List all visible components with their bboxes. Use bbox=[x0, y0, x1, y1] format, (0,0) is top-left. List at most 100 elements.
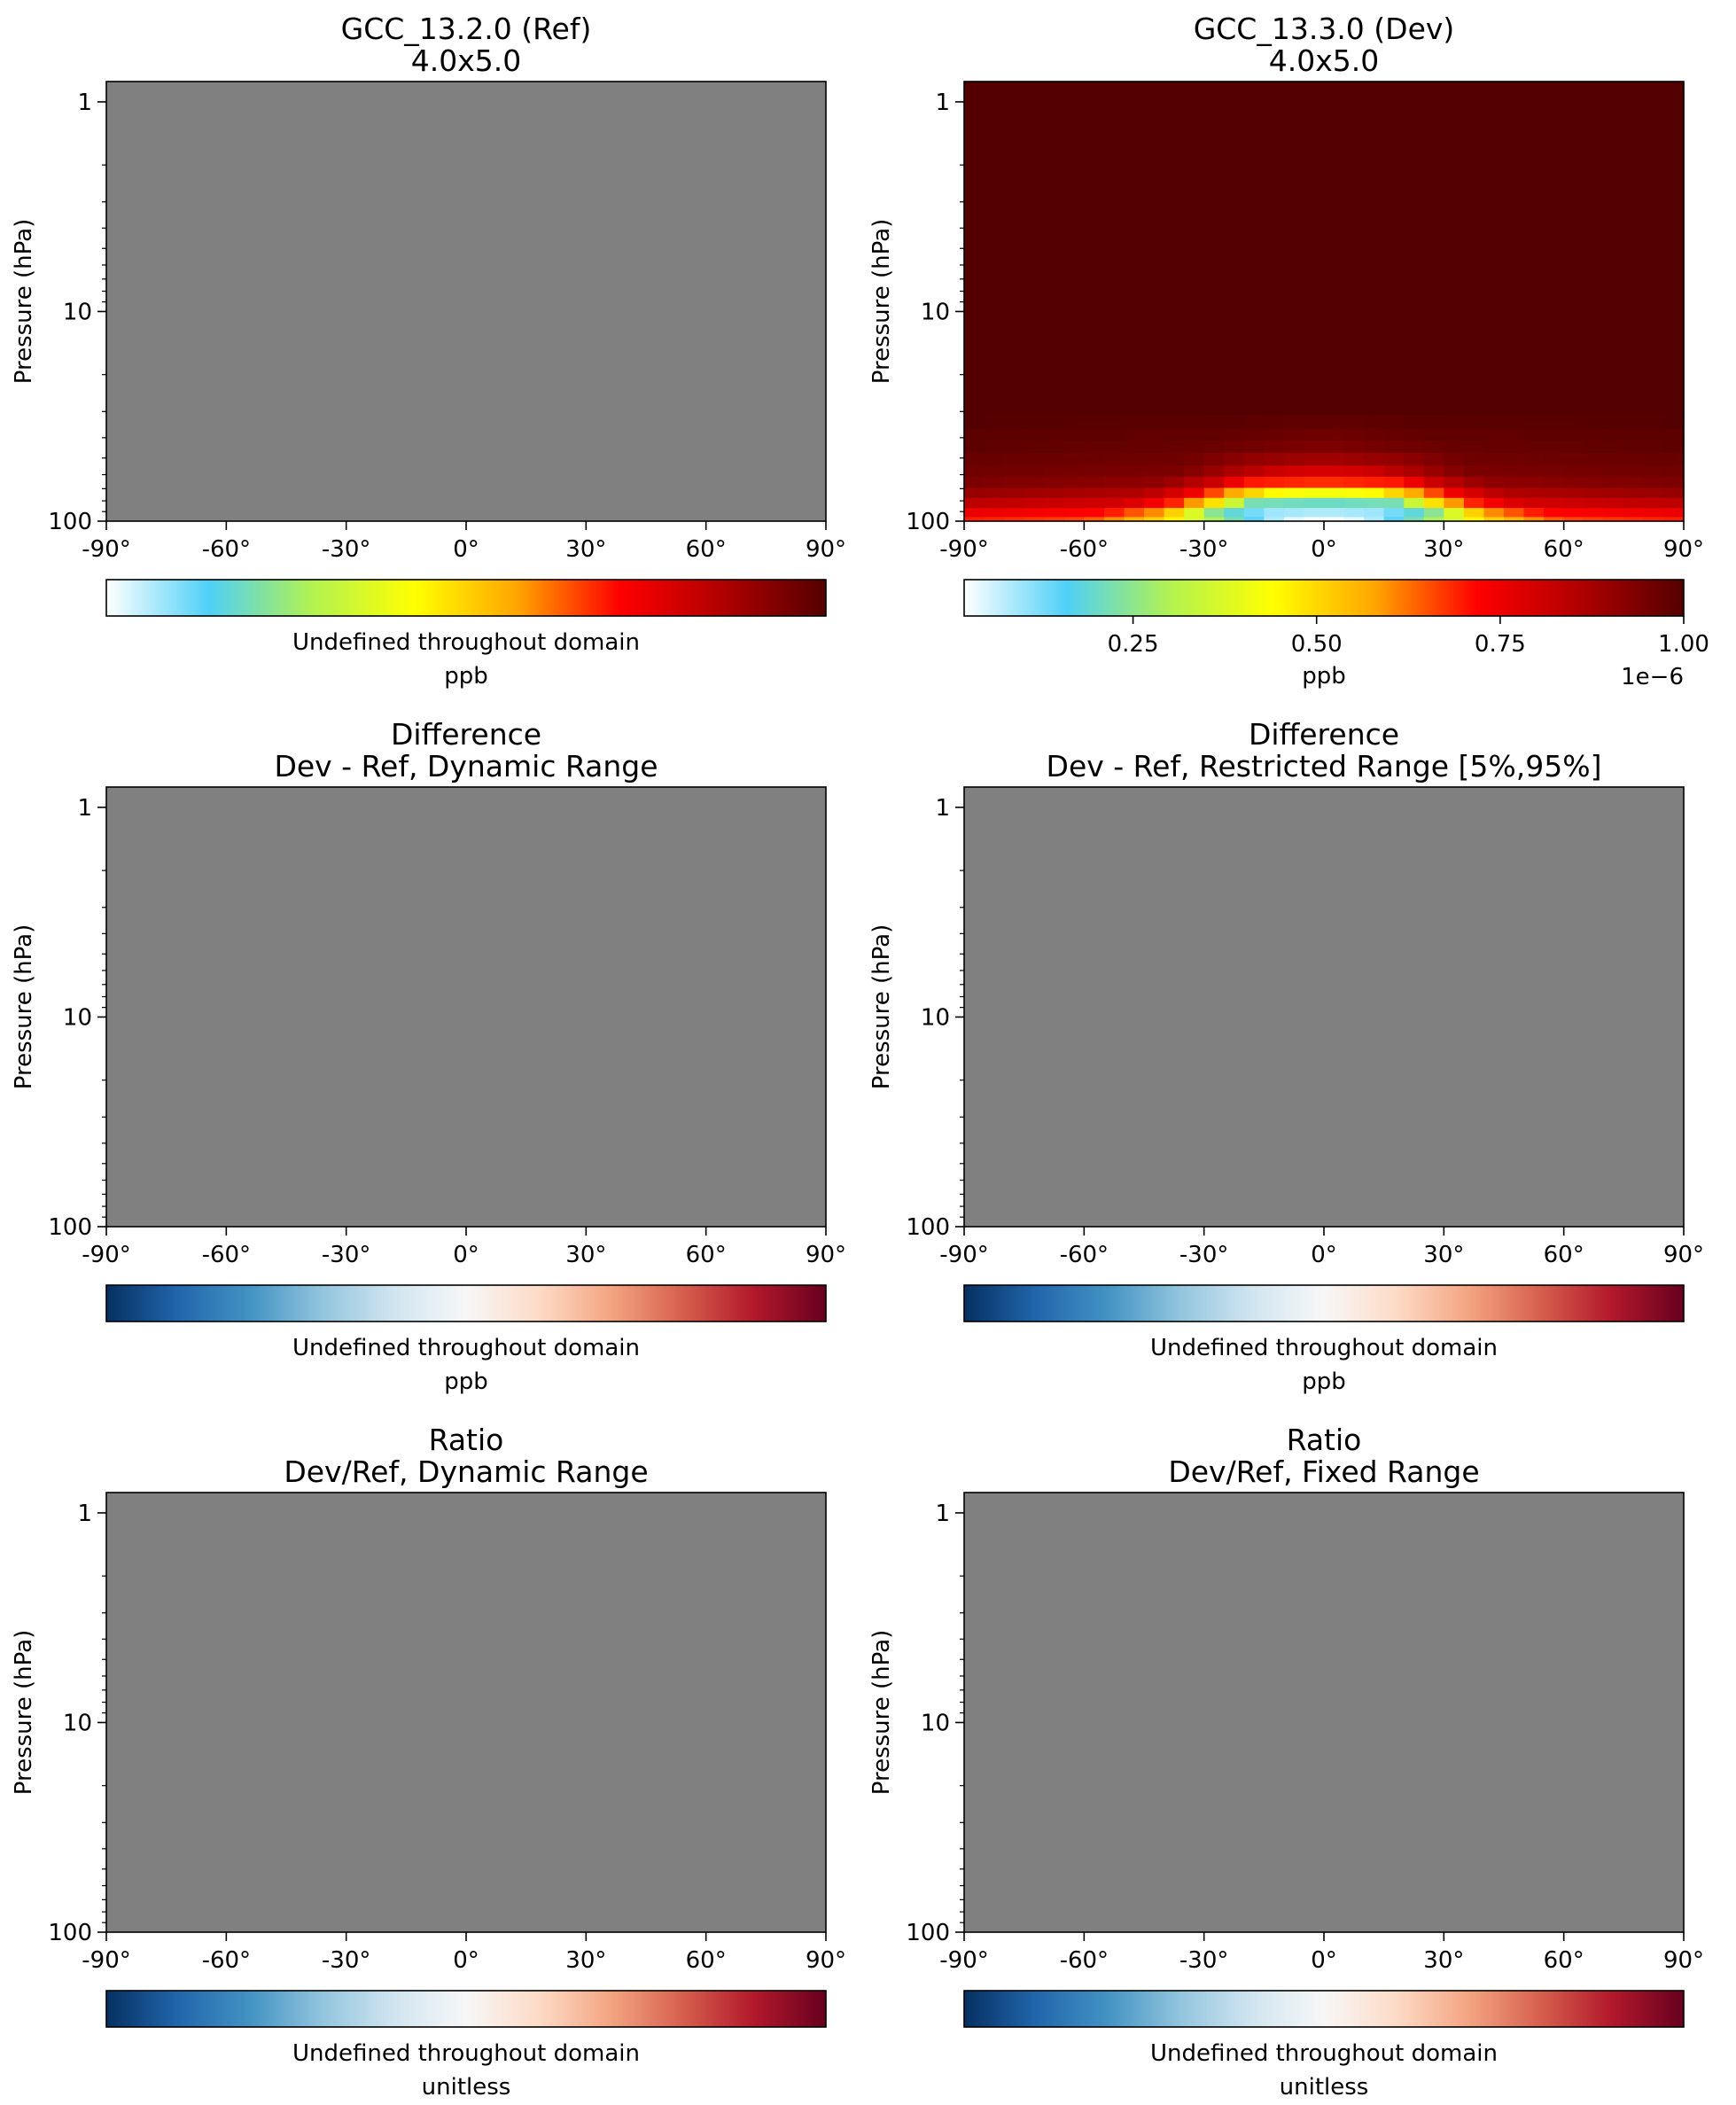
heatmap-cell bbox=[1544, 476, 1565, 488]
heatmap-cell bbox=[1404, 487, 1425, 498]
heatmap-cell bbox=[1084, 507, 1105, 518]
heatmap-cell bbox=[1643, 452, 1665, 466]
heatmap-cell bbox=[1044, 428, 1065, 441]
heatmap-cell bbox=[1584, 428, 1605, 441]
colorbar-status-label: Undefined throughout domain bbox=[1150, 1335, 1498, 1361]
heatmap-cell bbox=[1024, 497, 1045, 509]
heatmap-cell bbox=[1044, 464, 1065, 477]
heatmap-cell bbox=[1423, 497, 1444, 509]
heatmap-cell bbox=[1084, 516, 1105, 522]
heatmap-cell bbox=[1364, 487, 1385, 498]
heatmap-cell bbox=[1324, 497, 1345, 509]
heatmap-cell bbox=[1224, 428, 1245, 441]
heatmap-cell bbox=[1404, 428, 1425, 441]
heatmap-cell bbox=[1243, 507, 1265, 518]
heatmap-cell bbox=[1184, 428, 1205, 441]
x-tick-label: -60° bbox=[202, 536, 251, 563]
heatmap-cell bbox=[1084, 497, 1105, 509]
colorbar-units-label: unitless bbox=[1280, 2074, 1369, 2101]
heatmap-cell bbox=[1264, 440, 1285, 454]
heatmap-cell bbox=[1144, 414, 1165, 429]
heatmap-cell bbox=[1243, 440, 1265, 454]
heatmap-cell bbox=[1024, 507, 1045, 518]
heatmap-cell bbox=[1103, 487, 1125, 498]
heatmap-cell bbox=[1184, 497, 1205, 509]
panel-dev: GCC_13.3.0 (Dev)4.0x5.0 1 10 100 Pressure (h… bbox=[868, 12, 1709, 690]
colorbar-status-label: Undefined throughout domain bbox=[1150, 2040, 1498, 2067]
heatmap-cell bbox=[1164, 82, 1185, 416]
heatmap-cell bbox=[1283, 464, 1305, 477]
x-tick-label: 0° bbox=[1311, 1947, 1337, 1974]
heatmap-cell bbox=[1383, 428, 1405, 441]
x-tick-label: 0° bbox=[1311, 536, 1337, 563]
heatmap-cell bbox=[1423, 487, 1444, 498]
heatmap-cell bbox=[1584, 476, 1605, 488]
x-tick-label: 90° bbox=[1663, 1242, 1704, 1268]
colorbar-units-label: ppb bbox=[444, 1368, 488, 1395]
heatmap-cell bbox=[1224, 452, 1245, 466]
x-tick-label: 30° bbox=[1423, 1947, 1464, 1974]
heatmap-cell bbox=[1103, 497, 1125, 509]
heatmap-cell bbox=[1324, 516, 1345, 522]
heatmap-cell bbox=[1203, 428, 1225, 441]
heatmap-cell bbox=[1004, 476, 1025, 488]
heatmap-cell bbox=[1063, 507, 1085, 518]
heatmap-cell bbox=[1164, 428, 1185, 441]
heatmap-cell bbox=[1084, 414, 1105, 429]
x-tick-label: 30° bbox=[1423, 536, 1464, 563]
heatmap-cell bbox=[1463, 516, 1485, 522]
heatmap-cell bbox=[1444, 452, 1465, 466]
heatmap-cell bbox=[1203, 497, 1225, 509]
heatmap-cell bbox=[1603, 516, 1624, 522]
heatmap-cell bbox=[1264, 82, 1285, 416]
heatmap-cell bbox=[1563, 82, 1584, 416]
heatmap-cell bbox=[1643, 440, 1665, 454]
heatmap-cell bbox=[1383, 507, 1405, 518]
heatmap-cell bbox=[1243, 476, 1265, 488]
heatmap-cell bbox=[1304, 428, 1325, 441]
x-tick-label: 60° bbox=[686, 536, 727, 563]
heatmap-cell bbox=[1124, 82, 1145, 416]
x-tick-label: -90° bbox=[82, 536, 130, 563]
y-axis: 1 10 100 Pressure (hPa) bbox=[11, 90, 106, 535]
heatmap-cell bbox=[1243, 82, 1265, 416]
heatmap-cell bbox=[1264, 428, 1285, 441]
heatmap-cell bbox=[1304, 464, 1325, 477]
x-tick-label: -30° bbox=[1179, 1947, 1228, 1974]
y-axis-label: Pressure (hPa) bbox=[868, 1630, 895, 1796]
y-tick-label: 100 bbox=[48, 1214, 92, 1241]
heatmap-cell bbox=[1364, 452, 1385, 466]
heatmap-cell bbox=[1084, 476, 1105, 488]
heatmap-cell bbox=[1283, 440, 1305, 454]
x-tick-label: 60° bbox=[1544, 536, 1584, 563]
heatmap-cell bbox=[1164, 516, 1185, 522]
colorbar-tick-label: 0.25 bbox=[1108, 631, 1159, 658]
x-tick-label: 60° bbox=[1544, 1947, 1584, 1974]
heatmap-cell bbox=[1203, 464, 1225, 477]
heatmap-cell bbox=[1444, 476, 1465, 488]
heatmap-cell bbox=[1563, 414, 1584, 429]
heatmap-cell bbox=[1544, 452, 1565, 466]
heatmap-cell bbox=[1264, 464, 1285, 477]
heatmap-cell bbox=[1504, 464, 1525, 477]
heatmap-cell bbox=[1523, 440, 1545, 454]
heatmap-cell bbox=[1623, 507, 1645, 518]
colorbar: 0.25 0.50 0.75 1.00 1e−6 ppb bbox=[963, 579, 1709, 690]
x-tick-label: -30° bbox=[322, 1947, 370, 1974]
heatmap-cell bbox=[1004, 516, 1025, 522]
heatmap-cell bbox=[1243, 452, 1265, 466]
heatmap-cell bbox=[1144, 476, 1165, 488]
heatmap-cell bbox=[1584, 452, 1605, 466]
heatmap-cell bbox=[1084, 464, 1105, 477]
heatmap-cell bbox=[1504, 476, 1525, 488]
colorbar-units-label: ppb bbox=[444, 663, 488, 690]
heatmap-cell bbox=[1523, 497, 1545, 509]
heatmap-cell bbox=[1504, 440, 1525, 454]
heatmap-cell bbox=[1044, 507, 1065, 518]
heatmap-cell bbox=[984, 476, 1005, 488]
heatmap-cell bbox=[1423, 428, 1444, 441]
colorbar: Undefined throughout domain ppb bbox=[105, 1284, 827, 1395]
heatmap-cell bbox=[1383, 516, 1405, 522]
y-axis: 1 10 100 Pressure (hPa) bbox=[11, 1501, 106, 1946]
